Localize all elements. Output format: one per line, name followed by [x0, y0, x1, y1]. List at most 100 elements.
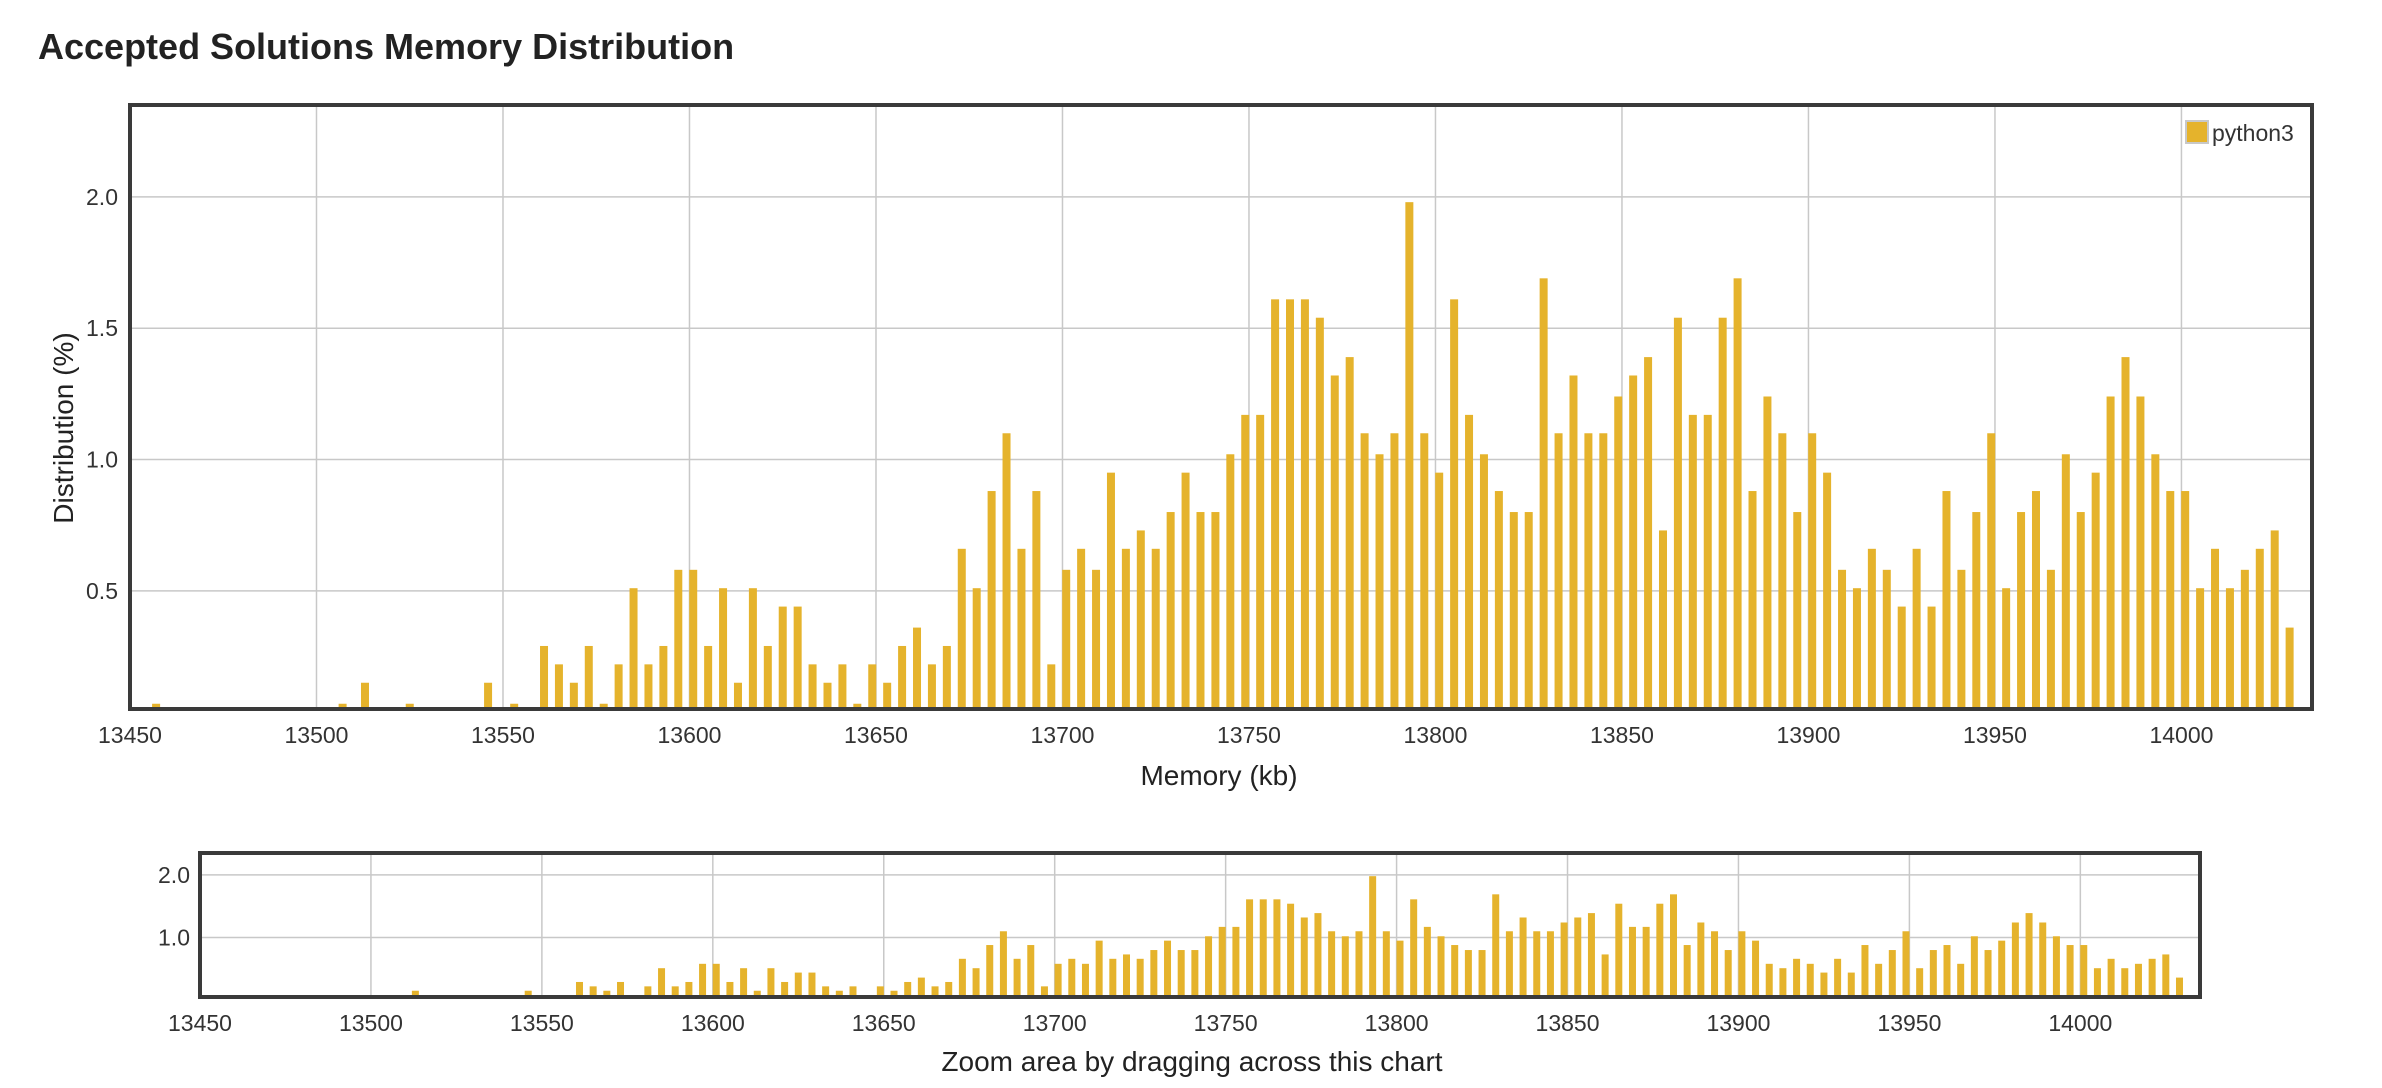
main-bar-13953[interactable]	[2002, 588, 2011, 709]
main-bar-13561[interactable]	[540, 645, 549, 709]
main-bar-13793[interactable]	[1405, 202, 1414, 709]
main-bar-14029[interactable]	[2285, 627, 2294, 709]
main-bar-13861[interactable]	[1658, 530, 1667, 709]
main-bar-13573[interactable]	[584, 645, 593, 709]
main-bar-13457[interactable]	[152, 703, 161, 709]
main-bar-13841[interactable]	[1584, 433, 1593, 709]
main-bar-14009[interactable]	[2211, 548, 2220, 709]
main-bar-13909[interactable]	[1838, 569, 1847, 709]
main-bars[interactable]	[152, 202, 2294, 709]
main-bar-13917[interactable]	[1867, 548, 1876, 709]
main-bar-13705[interactable]	[1077, 548, 1086, 709]
main-bar-13661[interactable]	[913, 627, 922, 709]
main-bar-13569[interactable]	[569, 682, 578, 709]
main-bar-13685[interactable]	[1002, 433, 1011, 709]
main-bar-13829[interactable]	[1539, 278, 1548, 709]
main-bar-13817[interactable]	[1494, 491, 1503, 709]
main-bar-13881[interactable]	[1733, 278, 1742, 709]
main-bar-13945[interactable]	[1972, 512, 1981, 709]
main-bar-13681[interactable]	[987, 491, 996, 709]
main-bar-14005[interactable]	[2196, 588, 2205, 709]
main-bar-13845[interactable]	[1599, 433, 1608, 709]
main-bar-13717[interactable]	[1121, 548, 1130, 709]
legend[interactable]: python3	[2185, 120, 2294, 146]
main-bar-13801[interactable]	[1435, 472, 1444, 709]
main-bar-13777[interactable]	[1345, 357, 1354, 709]
main-bar-13805[interactable]	[1450, 299, 1459, 709]
main-bar-13605[interactable]	[704, 645, 713, 709]
main-bar-13709[interactable]	[1092, 569, 1101, 709]
main-bar-13973[interactable]	[2076, 512, 2085, 709]
main-bar-13921[interactable]	[1882, 569, 1891, 709]
main-bar-13949[interactable]	[1987, 433, 1996, 709]
main-bar-14021[interactable]	[2255, 548, 2264, 709]
main-bar-13985[interactable]	[2121, 357, 2130, 709]
main-bar-13589[interactable]	[644, 664, 653, 709]
main-bar-13981[interactable]	[2106, 396, 2115, 709]
main-bar-13553[interactable]	[510, 703, 519, 709]
main-bar-13965[interactable]	[2046, 569, 2055, 709]
main-bar-13609[interactable]	[719, 588, 728, 709]
main-bar-13857[interactable]	[1644, 357, 1653, 709]
main-bar-14001[interactable]	[2181, 491, 2190, 709]
main-bar-13753[interactable]	[1256, 414, 1265, 709]
main-bar-13513[interactable]	[360, 682, 369, 709]
main-bar-13629[interactable]	[793, 606, 802, 709]
main-bar-13633[interactable]	[808, 664, 817, 709]
main-bar-13853[interactable]	[1629, 375, 1638, 709]
main-bar-13689[interactable]	[1017, 548, 1026, 709]
main-bar-13761[interactable]	[1286, 299, 1295, 709]
main-bar-13757[interactable]	[1271, 299, 1280, 709]
main-bar-13697[interactable]	[1047, 664, 1056, 709]
main-bar-13546[interactable]	[484, 682, 493, 709]
main-bar-13613[interactable]	[733, 682, 742, 709]
main-bar-13507[interactable]	[338, 703, 347, 709]
main-bar-13741[interactable]	[1211, 512, 1220, 709]
main-bar-13821[interactable]	[1509, 512, 1518, 709]
main-bar-13737[interactable]	[1196, 512, 1205, 709]
main-bar-13581[interactable]	[614, 664, 623, 709]
navigator-frame[interactable]	[198, 851, 2202, 999]
main-bar-13937[interactable]	[1942, 491, 1951, 709]
main-bar-13873[interactable]	[1703, 414, 1712, 709]
main-bar-13885[interactable]	[1748, 491, 1757, 709]
main-bar-13933[interactable]	[1927, 606, 1936, 709]
main-bar-13585[interactable]	[629, 588, 638, 709]
main-bar-13649[interactable]	[868, 664, 877, 709]
main-bar-13721[interactable]	[1136, 530, 1145, 709]
main-bar-13925[interactable]	[1897, 606, 1906, 709]
main-bar-13893[interactable]	[1778, 433, 1787, 709]
main-bar-13593[interactable]	[659, 645, 668, 709]
main-bar-13993[interactable]	[2151, 454, 2160, 709]
main-bar-13713[interactable]	[1106, 472, 1115, 709]
main-bar-13837[interactable]	[1569, 375, 1578, 709]
main-bar-13565[interactable]	[554, 664, 563, 709]
main-bar-13997[interactable]	[2166, 491, 2175, 709]
main-bar-13781[interactable]	[1360, 433, 1369, 709]
main-bar-13745[interactable]	[1226, 454, 1235, 709]
main-bar-14017[interactable]	[2240, 569, 2249, 709]
main-bar-13889[interactable]	[1763, 396, 1772, 709]
main-bar-13637[interactable]	[823, 682, 832, 709]
main-bar-13901[interactable]	[1808, 433, 1817, 709]
main-bar-13913[interactable]	[1852, 588, 1861, 709]
main-bar-14013[interactable]	[2225, 588, 2234, 709]
main-bar-13905[interactable]	[1823, 472, 1832, 709]
main-bar-13989[interactable]	[2136, 396, 2145, 709]
main-bar-13701[interactable]	[1062, 569, 1071, 709]
main-bar-13625[interactable]	[778, 606, 787, 709]
main-bar-13729[interactable]	[1166, 512, 1175, 709]
main-bar-13733[interactable]	[1181, 472, 1190, 709]
main-bar-13665[interactable]	[927, 664, 936, 709]
main-bar-13977[interactable]	[2091, 472, 2100, 709]
main-bar-14025[interactable]	[2270, 530, 2279, 709]
main-bar-13825[interactable]	[1524, 512, 1533, 709]
main-bar-13749[interactable]	[1241, 414, 1250, 709]
main-bar-13621[interactable]	[763, 645, 772, 709]
main-bar-13797[interactable]	[1420, 433, 1429, 709]
main-bar-13597[interactable]	[674, 569, 683, 709]
main-bar-13941[interactable]	[1957, 569, 1966, 709]
main-bar-13957[interactable]	[2017, 512, 2026, 709]
main-bar-13929[interactable]	[1912, 548, 1921, 709]
